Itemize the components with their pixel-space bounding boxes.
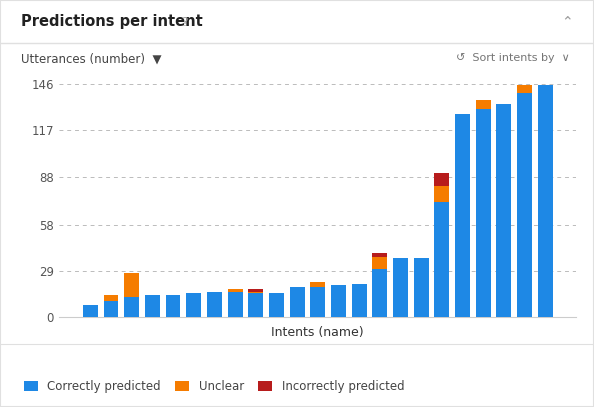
Bar [269, 293, 284, 317]
Bar [228, 292, 242, 317]
Bar [145, 295, 160, 317]
Bar [352, 284, 366, 317]
Bar [166, 295, 181, 317]
Text: Utterances (number)  ▼: Utterances (number) ▼ [21, 53, 162, 66]
Legend: Correctly predicted, Unclear, Incorrectly predicted: Correctly predicted, Unclear, Incorrectl… [24, 380, 405, 393]
Bar [497, 105, 511, 317]
Bar [187, 293, 201, 317]
Bar [476, 100, 491, 109]
Bar [372, 254, 387, 256]
Bar [83, 305, 98, 317]
Text: ↺  Sort intents by  ∨: ↺ Sort intents by ∨ [457, 53, 570, 63]
Bar [310, 287, 326, 317]
X-axis label: Intents (name): Intents (name) [271, 326, 364, 339]
Bar [517, 85, 532, 93]
Bar [248, 289, 263, 292]
Bar [228, 289, 242, 292]
Bar [290, 287, 305, 317]
Bar [103, 295, 118, 302]
Bar [207, 292, 222, 317]
Text: ?: ? [181, 16, 188, 29]
Bar [248, 292, 263, 293]
Bar [124, 297, 139, 317]
Bar [434, 173, 449, 186]
Bar [372, 256, 387, 269]
Bar [517, 93, 532, 317]
Bar [476, 109, 491, 317]
Bar [434, 186, 449, 202]
Bar [331, 285, 346, 317]
Bar [248, 293, 263, 317]
Text: ⌃: ⌃ [561, 14, 573, 28]
Bar [310, 282, 326, 287]
Bar [414, 258, 429, 317]
Bar [393, 258, 408, 317]
Bar [372, 269, 387, 317]
Text: Predictions per intent: Predictions per intent [21, 14, 203, 29]
Bar [103, 302, 118, 317]
Bar [434, 202, 449, 317]
Bar [538, 85, 552, 317]
Bar [455, 114, 470, 317]
Bar [124, 273, 139, 297]
